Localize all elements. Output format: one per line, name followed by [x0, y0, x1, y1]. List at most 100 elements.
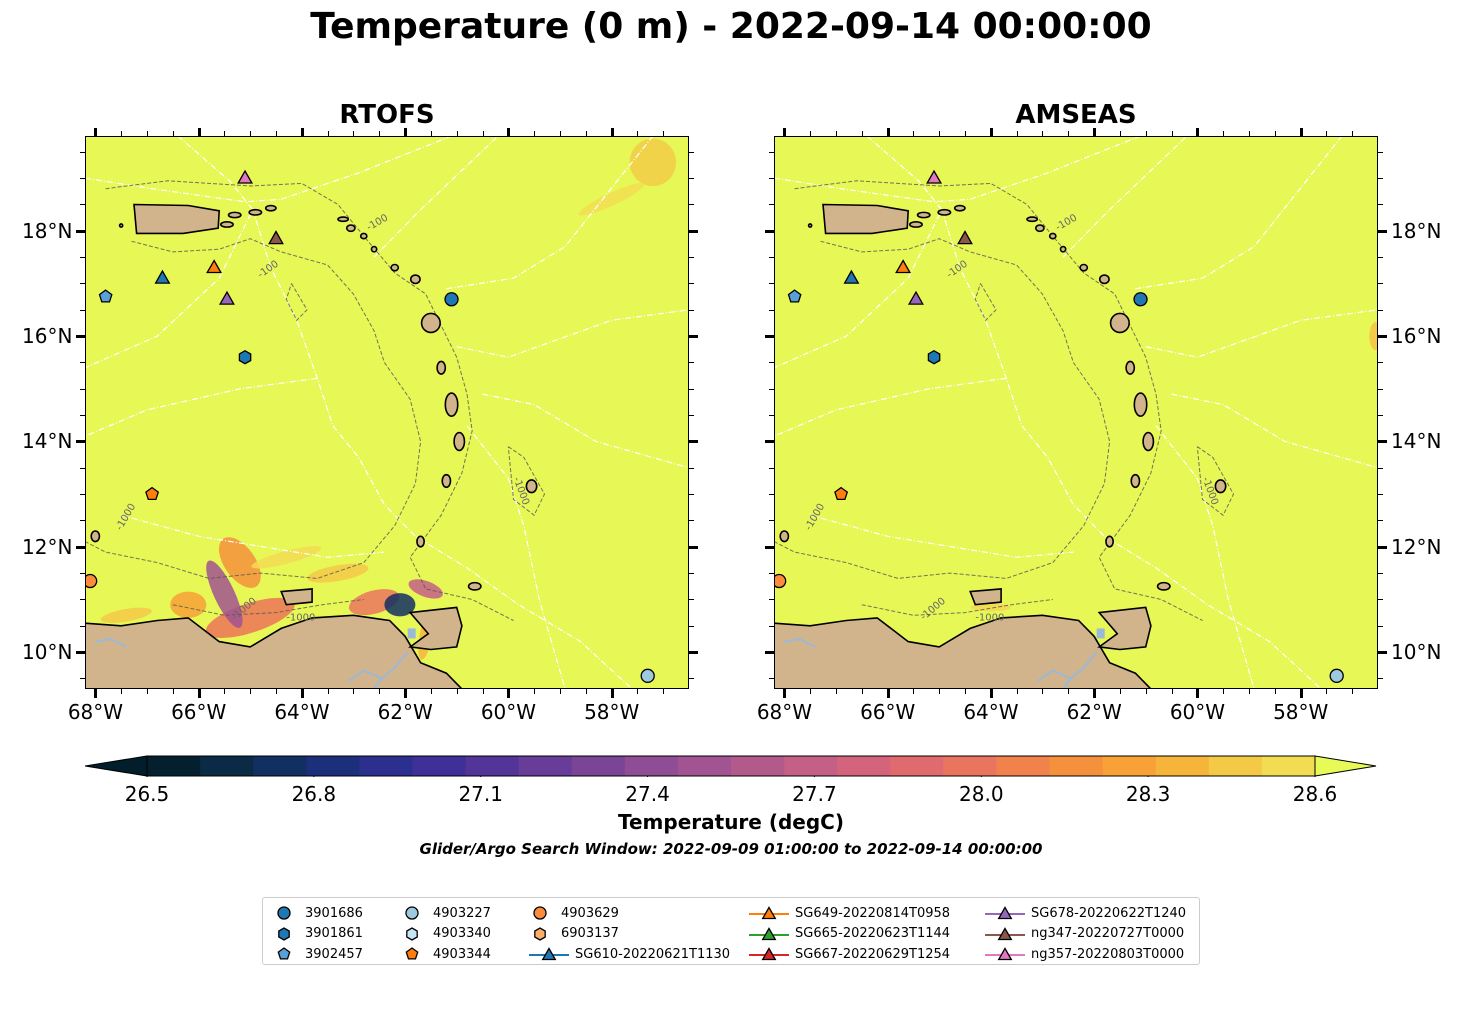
- y-tick-label: 16°N: [22, 324, 73, 349]
- platform-markers: [774, 169, 1344, 683]
- river: [1062, 651, 1098, 689]
- y-tick-label: 12°N: [1391, 534, 1442, 559]
- x-tick-mark: [783, 689, 787, 698]
- small-island: [1142, 431, 1155, 452]
- y-minor-tick: [1378, 178, 1383, 180]
- y-minor-tick: [689, 467, 694, 469]
- y-minor-tick: [1378, 283, 1383, 285]
- x-minor-tick: [1274, 689, 1276, 694]
- x-minor-tick: [146, 689, 148, 694]
- panel-title-amseas: AMSEAS: [1015, 100, 1137, 130]
- y-minor-tick: [1378, 388, 1383, 390]
- eez-line: [774, 136, 1141, 203]
- contour-label: -1000: [286, 613, 315, 624]
- legend-item: 3902457: [273, 944, 363, 965]
- puerto-rico: [133, 203, 221, 235]
- bathymetry-contour: [1196, 446, 1235, 516]
- panel-title-rtofs: RTOFS: [339, 100, 435, 130]
- x-minor-tick: [276, 689, 277, 694]
- colorbar-segment: [1208, 756, 1263, 776]
- river: [784, 637, 816, 648]
- eez-line: [1145, 309, 1378, 358]
- bathymetry-contour: [794, 180, 1203, 621]
- eez-line: [85, 136, 452, 203]
- x-minor-tick: [1248, 689, 1250, 694]
- platform-marker-4903227: [1329, 668, 1344, 683]
- y-minor-tick: [689, 204, 694, 206]
- legend-label: 3902457: [305, 946, 363, 962]
- platform-marker-ng347-20220727t0000: [957, 230, 973, 245]
- y-tick-mark: [1378, 229, 1387, 233]
- x-tick-label: 66°W: [171, 700, 227, 724]
- legend-symbol-pentagon-icon: [277, 947, 291, 960]
- eez-line: [120, 514, 385, 558]
- gulf-of-paria: [1096, 628, 1105, 639]
- y-minor-tick: [1378, 625, 1383, 627]
- eez-line: [774, 377, 1007, 437]
- colorbar-tick-label: 28.0: [959, 782, 1004, 806]
- x-minor-tick: [1326, 689, 1328, 694]
- bathymetry-contour: [507, 446, 546, 516]
- y-tick-mark: [1378, 545, 1387, 549]
- colorbar-tick-label: 26.8: [291, 782, 337, 806]
- sst-patch: [205, 597, 295, 638]
- x-minor-tick: [224, 689, 226, 694]
- x-minor-tick: [172, 689, 174, 694]
- x-minor-tick: [1223, 689, 1225, 694]
- platform-marker-3902457: [787, 289, 802, 303]
- y-minor-tick: [1378, 309, 1383, 311]
- bathymetry-contour: [774, 238, 1111, 579]
- small-island: [90, 530, 101, 543]
- y-minor-tick: [1378, 467, 1383, 469]
- x-tick-label: 60°W: [1169, 700, 1226, 724]
- small-island: [937, 208, 952, 216]
- legend-symbol-triangle-icon: [985, 947, 1025, 961]
- legend-symbol-hexagon-icon: [278, 926, 290, 941]
- legend-symbol-triangle-icon: [985, 906, 1025, 920]
- y-minor-tick: [1378, 520, 1383, 522]
- x-minor-tick: [559, 689, 561, 694]
- sst-patch: [629, 138, 677, 187]
- small-island: [1125, 360, 1136, 375]
- y-tick-label: 10°N: [22, 640, 73, 665]
- bathymetry-contour: [861, 599, 1053, 616]
- legend-item: SG667-20220629T1254: [749, 944, 950, 965]
- platform-marker-3901686: [444, 292, 459, 307]
- contour-label: -1000: [975, 613, 1004, 624]
- colorbar-segment: [1049, 756, 1104, 776]
- trinidad: [408, 606, 463, 651]
- colorbar-segment: [1155, 756, 1210, 776]
- small-island: [1105, 535, 1114, 548]
- small-island: [779, 530, 790, 543]
- sst-patch: [206, 560, 243, 628]
- legend-marker-hexagon: [406, 926, 418, 941]
- sst-patch: [408, 579, 443, 599]
- legend-symbol-triangle-icon: [529, 947, 569, 961]
- map-panel-amseas: -100-1000 -1000-1000-1000-100: [774, 136, 1378, 689]
- y-tick-mark: [76, 545, 85, 549]
- y-minor-tick: [689, 388, 694, 390]
- legend-marker-triangle: [761, 906, 777, 920]
- legend-marker-circle: [277, 906, 291, 920]
- y-minor-tick: [1378, 494, 1383, 496]
- legend-column: SG649-20220814T0958 SG665-20220623T1144 SG…: [749, 903, 950, 965]
- y-minor-tick: [689, 151, 694, 153]
- eez-line: [774, 136, 943, 369]
- legend-marker-triangle: [761, 947, 777, 961]
- small-island: [370, 245, 378, 253]
- x-tick-mark: [610, 689, 614, 698]
- y-minor-tick: [1378, 257, 1383, 259]
- x-tick-mark: [1196, 689, 1200, 698]
- small-island: [453, 431, 466, 452]
- y-tick-mark: [765, 545, 774, 549]
- eez-line: [1062, 136, 1188, 258]
- platform-marker-ng357-20220803t0000: [926, 169, 943, 184]
- x-minor-tick: [327, 689, 329, 694]
- legend-label: 3901686: [305, 905, 363, 921]
- y-tick-mark: [76, 229, 85, 233]
- bathymetry-contours: [85, 180, 546, 621]
- x-tick-label: 68°W: [756, 700, 813, 724]
- small-island: [953, 204, 966, 212]
- river: [1036, 669, 1072, 682]
- colorbar-segment: [943, 756, 997, 776]
